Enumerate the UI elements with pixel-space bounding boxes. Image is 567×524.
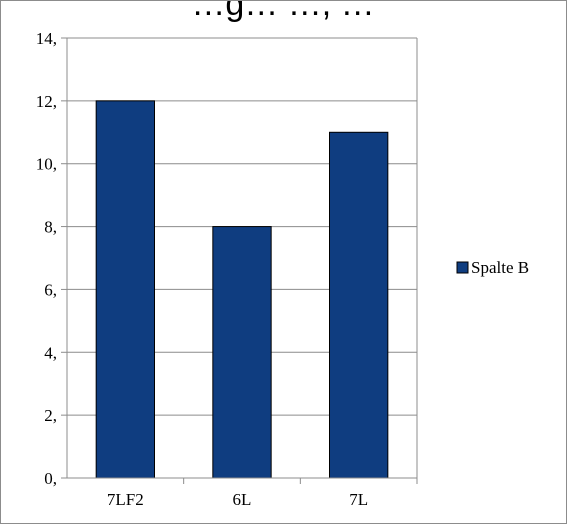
chart-title: …g… …, … — [191, 1, 374, 23]
legend-label: Spalte B — [471, 258, 529, 277]
legend: Spalte B — [456, 258, 529, 277]
y-tick-label: 12, — [36, 92, 57, 111]
bar-7LF2 — [95, 100, 155, 479]
y-tick-label: 14, — [36, 29, 57, 48]
x-tick-label: 7LF2 — [107, 490, 144, 509]
y-tick-label: 6, — [44, 280, 57, 299]
y-tick-label: 8, — [44, 218, 57, 237]
bar-6L — [212, 226, 272, 479]
y-tick-label: 4, — [44, 343, 57, 362]
bar-7L — [329, 131, 389, 479]
x-tick-label: 6L — [233, 490, 252, 509]
x-tick-label: 7L — [349, 490, 368, 509]
legend-swatch — [456, 261, 469, 274]
y-tick-label: 0, — [44, 469, 57, 488]
y-tick-label: 2, — [44, 406, 57, 425]
y-tick-label: 10, — [36, 155, 57, 174]
